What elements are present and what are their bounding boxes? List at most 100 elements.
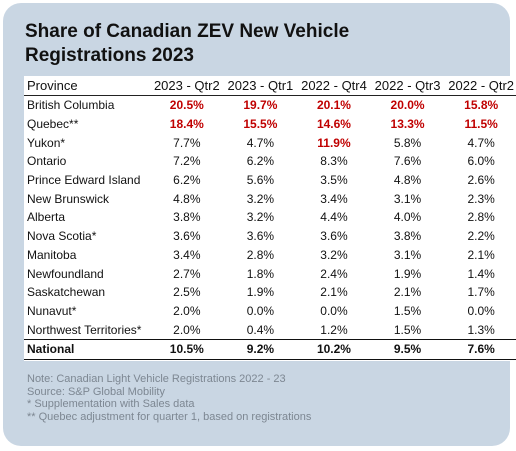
province-cell: New Brunswick [27, 191, 110, 206]
value-cell: 15.8% [464, 98, 499, 113]
table-row: Ontario 7.2% 6.2% 8.3% 7.6% 6.0% [24, 152, 516, 171]
value-cell: 2.8% [246, 247, 275, 262]
table-row: British Columbia 20.5% 19.7% 20.1% 20.0% 15.8… [24, 96, 516, 115]
province-cell: Manitoba [27, 247, 77, 262]
value-cell: 3.2% [246, 210, 275, 225]
value-cell: 11.5% [464, 117, 498, 132]
value-cell: 1.4% [467, 266, 495, 281]
value-cell: 20.5% [169, 98, 204, 113]
value-cell: 5.8% [393, 135, 422, 150]
province-cell: Saskatchewan [27, 285, 106, 300]
note-line: Note: Canadian Light Vehicle Registratio… [27, 373, 286, 385]
column-header-province: Province [24, 76, 151, 96]
table-row: Saskatchewan 2.5% 1.9% 2.1% 2.1% 1.7% [24, 283, 516, 302]
value-cell: 2.1% [393, 285, 422, 300]
value-cell: 3.6% [320, 229, 348, 244]
total-value-cell: 10.2% [297, 338, 371, 360]
table-body: British Columbia 20.5% 19.7% 20.1% 20.0% 15.8… [24, 96, 516, 360]
value-cell: 8.3% [320, 154, 348, 169]
value-cell: 4.8% [393, 173, 422, 188]
value-cell: 4.0% [393, 210, 422, 225]
total-label: National [24, 338, 151, 360]
value-cell: 1.5% [393, 303, 422, 318]
province-cell: Ontario [27, 154, 67, 169]
province-cell: Newfoundland [27, 266, 104, 281]
value-cell: 20.0% [390, 98, 425, 113]
value-cell: 5.6% [246, 173, 275, 188]
value-cell: 3.4% [173, 247, 201, 262]
table-container: Province 2023 - Qtr2 2023 - Qtr1 2022 - … [24, 76, 516, 361]
footnote-quebec: ** Quebec adjustment for quarter 1, base… [27, 410, 312, 423]
chart-title: Share of Canadian ZEV New Vehicle Regist… [25, 21, 350, 66]
total-value-cell: 9.5% [370, 338, 445, 360]
value-cell: 4.7% [246, 135, 275, 150]
value-cell: 2.0% [173, 322, 201, 337]
value-cell: 19.7% [243, 98, 278, 113]
column-header-2022-q3: 2022 - Qtr3 [370, 76, 445, 96]
value-cell: 7.2% [173, 154, 201, 169]
source-line: Source: S&P Global Mobility [27, 385, 165, 398]
table-row: Newfoundland 2.7% 1.8% 2.4% 1.9% 1.4% [24, 264, 516, 283]
table-row: Manitoba 3.4% 2.8% 3.2% 3.1% 2.1% [24, 246, 516, 265]
column-header-2023-q2: 2023 - Qtr2 [150, 76, 224, 96]
value-cell: 3.2% [320, 247, 348, 262]
value-cell: 1.5% [393, 322, 422, 337]
value-cell: 0.0% [467, 303, 495, 318]
value-cell: 4.7% [467, 135, 495, 150]
value-cell: 2.4% [320, 266, 348, 281]
value-cell: 1.8% [246, 266, 275, 281]
header-row: Province 2023 - Qtr2 2023 - Qtr1 2022 - … [24, 76, 516, 96]
zev-share-table: Province 2023 - Qtr2 2023 - Qtr1 2022 - … [24, 76, 516, 360]
value-cell: 2.5% [173, 285, 201, 300]
province-cell: Northwest Territories* [27, 322, 142, 337]
value-cell: 6.0% [467, 154, 495, 169]
value-cell: 1.7% [467, 285, 495, 300]
table-row: Northwest Territories* 2.0% 0.4% 1.2% 1.5% 1.… [24, 320, 516, 339]
value-cell: 3.1% [393, 191, 422, 206]
value-cell: 1.9% [246, 285, 275, 300]
table-row: Quebec** 18.4% 15.5% 14.6% 13.3% 11.5% [24, 115, 516, 134]
value-cell: 4.4% [320, 210, 348, 225]
value-cell: 3.1% [393, 247, 422, 262]
value-cell: 20.1% [316, 98, 351, 113]
total-value-cell: 10.5% [150, 338, 224, 360]
table-row: Yukon* 7.7% 4.7% 11.9% 5.8% 4.7% [24, 133, 516, 152]
column-header-2023-q1: 2023 - Qtr1 [223, 76, 298, 96]
value-cell: 7.7% [173, 135, 201, 150]
value-cell: 18.4% [169, 117, 204, 132]
total-value-cell: 9.2% [223, 338, 298, 360]
province-cell: Nova Scotia* [27, 229, 97, 244]
value-cell: 6.2% [246, 154, 275, 169]
value-cell: 0.0% [246, 303, 275, 318]
table-row: Prince Edward Island 6.2% 5.6% 3.5% 4.8% 2.6% [24, 171, 516, 190]
province-cell: Yukon* [27, 135, 66, 150]
column-header-2022-q4: 2022 - Qtr4 [297, 76, 371, 96]
value-cell: 2.1% [320, 285, 348, 300]
table-row: Nunavut* 2.0% 0.0% 0.0% 1.5% 0.0% [24, 302, 516, 321]
province-cell: British Columbia [27, 98, 115, 113]
value-cell: 3.8% [393, 229, 422, 244]
total-value-cell: 7.6% [444, 338, 516, 360]
value-cell: 13.3% [390, 117, 425, 132]
value-cell: 1.9% [393, 266, 422, 281]
value-cell: 2.1% [467, 247, 495, 262]
value-cell: 6.2% [173, 173, 201, 188]
value-cell: 2.7% [173, 266, 201, 281]
total-row: National 10.5% 9.2% 10.2% 9.5% 7.6% [24, 338, 516, 360]
table-row: Alberta 3.8% 3.2% 4.4% 4.0% 2.8% [24, 208, 516, 227]
value-cell: 7.6% [393, 154, 422, 169]
value-cell: 3.5% [320, 173, 348, 188]
value-cell: 3.4% [320, 191, 348, 206]
value-cell: 1.3% [467, 322, 495, 337]
value-cell: 2.6% [467, 173, 495, 188]
value-cell: 3.2% [246, 191, 275, 206]
value-cell: 3.6% [246, 229, 275, 244]
value-cell: 15.5% [243, 117, 278, 132]
value-cell: 0.0% [320, 303, 348, 318]
province-cell: Nunavut* [27, 303, 77, 318]
value-cell: 2.2% [467, 229, 495, 244]
value-cell: 0.4% [246, 322, 275, 337]
province-cell: Prince Edward Island [27, 173, 141, 188]
footnote-sales: * Supplementation with Sales data [27, 398, 195, 411]
value-cell: 3.6% [173, 229, 201, 244]
